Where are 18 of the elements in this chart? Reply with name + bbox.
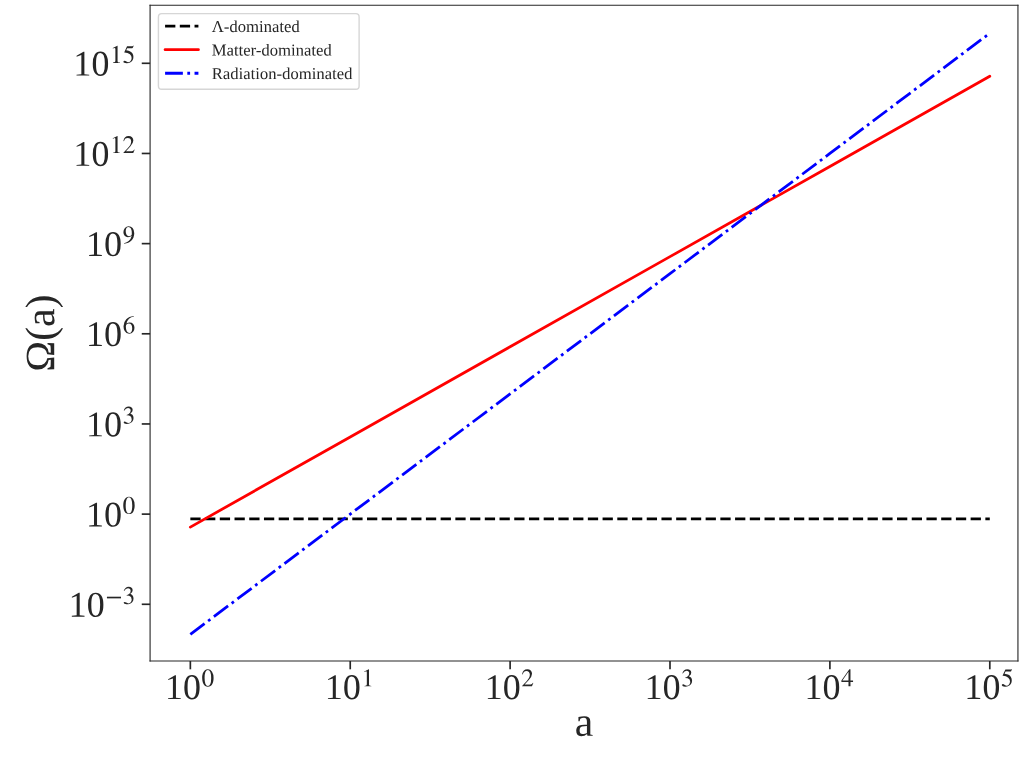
x-tick-label: 10$^{2}$ xyxy=(487,669,534,700)
y-tick-label: 10$^{−3}$ xyxy=(71,586,134,618)
x-axis-title: a xyxy=(576,716,593,737)
y-tick-label: 10$^{12}$ xyxy=(76,136,135,167)
y-tick-label: 10$^{6}$ xyxy=(89,315,135,347)
legend-label: Matter-dominated xyxy=(212,43,332,56)
x-tick-label: 10$^{3}$ xyxy=(647,669,693,700)
x-tick-label: 10$^{5}$ xyxy=(967,668,1013,700)
y-tick-label: 10$^{9}$ xyxy=(89,226,135,257)
x-tick-label: 10$^{4}$ xyxy=(807,669,854,700)
y-tick-label: 10$^{15}$ xyxy=(76,45,134,76)
legend-label: Radiation-dominated xyxy=(212,67,353,80)
legend-label: Λ-dominated xyxy=(211,20,300,33)
y-tick-label: 10$^{0}$ xyxy=(89,496,135,527)
y-axis-title: Ω(a) xyxy=(25,296,64,370)
x-tick-label: 10$^{0}$ xyxy=(168,669,214,700)
x-tick-label: 10$^{1}$ xyxy=(327,669,372,700)
y-tick-label: 10$^{3}$ xyxy=(89,406,134,437)
